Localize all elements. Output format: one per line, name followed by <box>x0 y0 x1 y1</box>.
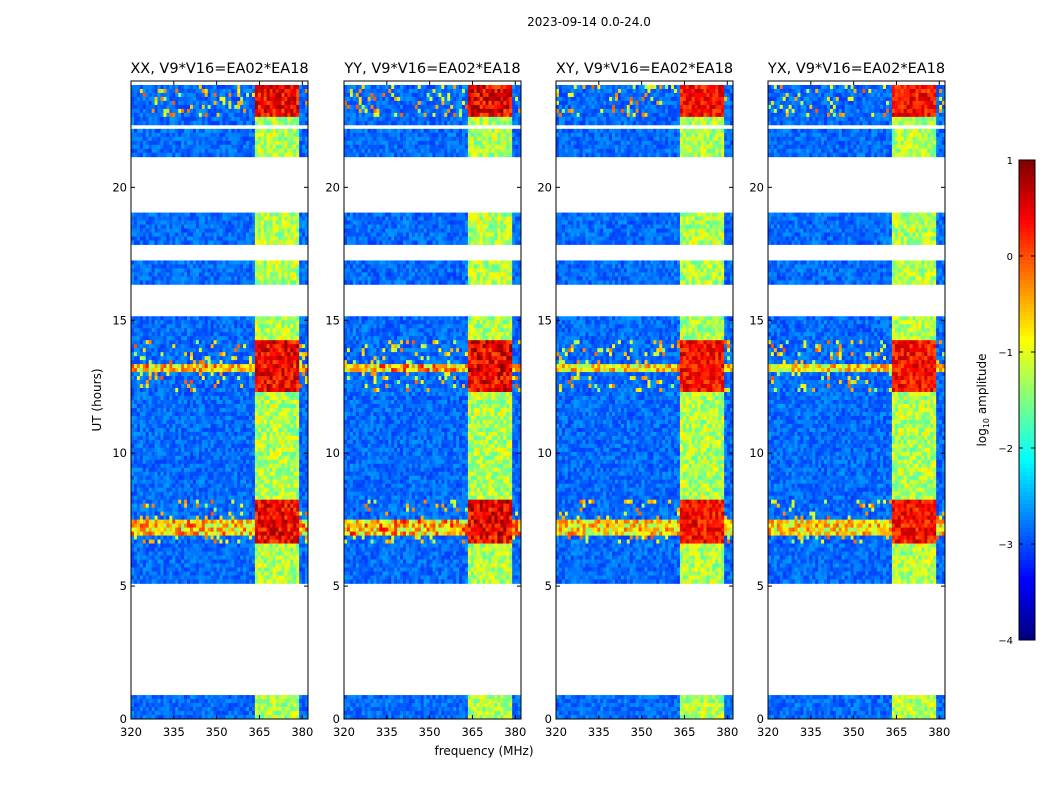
x-tick-label: 335 <box>376 725 398 739</box>
y-tick-label: 15 <box>112 313 127 327</box>
y-tick-label: 5 <box>333 579 340 593</box>
x-tick-label: 320 <box>545 725 567 739</box>
y-axis-label: UT (hours) <box>90 368 104 431</box>
colorbar-tick-label: −4 <box>998 636 1013 647</box>
heatmap-image <box>556 84 734 720</box>
panel-xx: XX, V9*V16=EA02*EA18 320 335 350 365 380 0 5 10 1… <box>112 61 313 739</box>
colorbar-tick-label: 0 <box>1007 252 1013 263</box>
colorbar: 1 0 −1 −2 −3 −4 log10 amplitude <box>975 156 1036 647</box>
y-tick-label: 20 <box>325 180 340 194</box>
plot-frame <box>343 80 522 720</box>
y-tick-label: 15 <box>537 313 552 327</box>
x-tick-label: 350 <box>843 725 865 739</box>
y-tick-label: 20 <box>112 180 127 194</box>
plot-frame <box>130 80 309 720</box>
panel-xy: XY, V9*V16=EA02*EA18 320 335 350 365 380 0 5 10 1… <box>537 61 738 739</box>
y-tick-label: 15 <box>749 313 764 327</box>
x-tick-label: 350 <box>419 725 441 739</box>
y-tick-label: 0 <box>333 712 340 726</box>
y-tick-label: 0 <box>120 712 127 726</box>
x-tick-label: 320 <box>757 725 779 739</box>
heatmap-image <box>768 84 946 720</box>
y-tick-label: 5 <box>545 579 552 593</box>
panel-title: XX, V9*V16=EA02*EA18 <box>130 61 308 77</box>
x-tick-label: 320 <box>333 725 355 739</box>
x-tick-label: 365 <box>248 725 270 739</box>
x-tick-label: 335 <box>800 725 822 739</box>
x-tick-label: 365 <box>673 725 695 739</box>
x-tick-label: 350 <box>631 725 653 739</box>
y-tick-label: 20 <box>537 180 552 194</box>
panel-title: XY, V9*V16=EA02*EA18 <box>556 61 733 77</box>
panel-yy: YY, V9*V16=EA02*EA18 320 335 350 365 380 0 5 10 1… <box>325 61 526 739</box>
x-tick-label: 380 <box>716 725 738 739</box>
x-tick-label: 350 <box>206 725 228 739</box>
colorbar-tick-label: −1 <box>998 348 1013 359</box>
y-tick-label: 5 <box>757 579 764 593</box>
x-axis-label: frequency (MHz) <box>434 744 533 758</box>
x-tick-label: 365 <box>885 725 907 739</box>
panel-title: YX, V9*V16=EA02*EA18 <box>767 61 945 77</box>
y-tick-label: 20 <box>749 180 764 194</box>
y-tick-label: 10 <box>749 446 764 460</box>
x-tick-label: 335 <box>588 725 610 739</box>
y-tick-label: 5 <box>120 579 127 593</box>
colorbar-tick-label: −3 <box>998 540 1013 551</box>
panel-title: YY, V9*V16=EA02*EA18 <box>343 61 520 77</box>
x-tick-label: 320 <box>120 725 142 739</box>
x-tick-label: 380 <box>504 725 526 739</box>
colorbar-tick-label: −2 <box>998 444 1013 455</box>
panel-yx: YX, V9*V16=EA02*EA18 320 335 350 365 380 0 5 10 1… <box>749 61 950 739</box>
heatmap-image <box>131 84 309 720</box>
y-tick-label: 0 <box>757 712 764 726</box>
colorbar-frame <box>1018 159 1036 641</box>
y-tick-label: 10 <box>325 446 340 460</box>
plot-frame <box>555 80 734 720</box>
x-tick-label: 335 <box>163 725 185 739</box>
colorbar-label: log10 amplitude <box>975 354 991 447</box>
x-tick-label: 365 <box>461 725 483 739</box>
colorbar-gradient <box>1019 160 1035 641</box>
x-tick-label: 380 <box>928 725 950 739</box>
plot-frame <box>767 80 946 720</box>
x-tick-label: 380 <box>291 725 313 739</box>
figure-title: 2023-09-14 0.0-24.0 <box>527 15 651 29</box>
y-tick-label: 15 <box>325 313 340 327</box>
y-tick-label: 10 <box>112 446 127 460</box>
y-tick-label: 10 <box>537 446 552 460</box>
y-tick-label: 0 <box>545 712 552 726</box>
heatmap-image <box>344 84 522 720</box>
colorbar-tick-label: 1 <box>1007 156 1013 167</box>
panels: XX, V9*V16=EA02*EA18 320 335 350 365 380 0 5 10 1… <box>112 61 950 739</box>
